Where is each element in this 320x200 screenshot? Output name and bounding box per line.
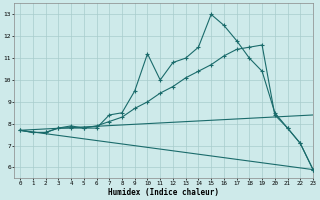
X-axis label: Humidex (Indice chaleur): Humidex (Indice chaleur)	[108, 188, 219, 197]
